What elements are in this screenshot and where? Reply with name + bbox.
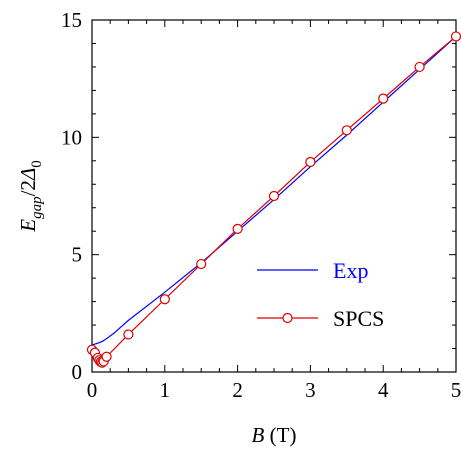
y-tick-label: 5 xyxy=(72,243,83,267)
x-axis-label-text: B (T) xyxy=(252,423,297,447)
y-axis-label: Egap/2Δ0 xyxy=(16,160,45,233)
y-axis-label-mid: /2 xyxy=(16,180,40,196)
y-axis-label-text: Egap/2Δ0 xyxy=(16,160,45,233)
legend-exp-label: Exp xyxy=(333,258,368,283)
series-line-exp xyxy=(91,35,457,346)
x-axis-label-unit: (T) xyxy=(264,423,296,447)
data-point-spcs xyxy=(414,61,425,73)
data-point-spcs xyxy=(159,294,170,305)
data-point-spcs xyxy=(450,31,461,42)
x-axis-label-variable: B xyxy=(252,423,265,447)
data-point-spcs xyxy=(123,329,134,340)
y-axis-label-delta: Δ xyxy=(16,168,40,181)
data-point-spcs xyxy=(268,190,280,202)
data-point-spcs xyxy=(101,351,112,362)
y-tick-label: 10 xyxy=(61,125,82,149)
y-axis-label-sub1: gap xyxy=(29,196,45,219)
y-tick-label: 15 xyxy=(61,8,82,32)
legend: Exp SPCS xyxy=(257,258,384,331)
x-axis-label: B (T) xyxy=(252,423,297,447)
x-tick-label: 0 xyxy=(87,378,98,402)
x-tick-label: 1 xyxy=(160,378,171,402)
x-tick-label: 4 xyxy=(378,378,389,402)
data-point-spcs xyxy=(378,93,389,104)
data-point-spcs xyxy=(196,258,207,270)
y-axis-label-sub2: 0 xyxy=(29,160,45,168)
x-tick-label: 3 xyxy=(305,378,316,402)
x-tick-label: 2 xyxy=(232,378,243,402)
legend-spcs-label: SPCS xyxy=(333,306,384,331)
x-tick-label: 5 xyxy=(451,378,461,402)
ticks: 0 1 2 3 4 5 0 5 10 15 xyxy=(61,8,461,402)
data-point-spcs xyxy=(341,125,352,136)
series-layer xyxy=(86,31,461,368)
legend-spcs-marker xyxy=(282,312,293,324)
data-point-spcs xyxy=(232,223,243,234)
y-tick-label: 0 xyxy=(72,360,83,384)
data-point-spcs xyxy=(305,156,316,168)
y-axis-label-main: E xyxy=(16,219,40,233)
